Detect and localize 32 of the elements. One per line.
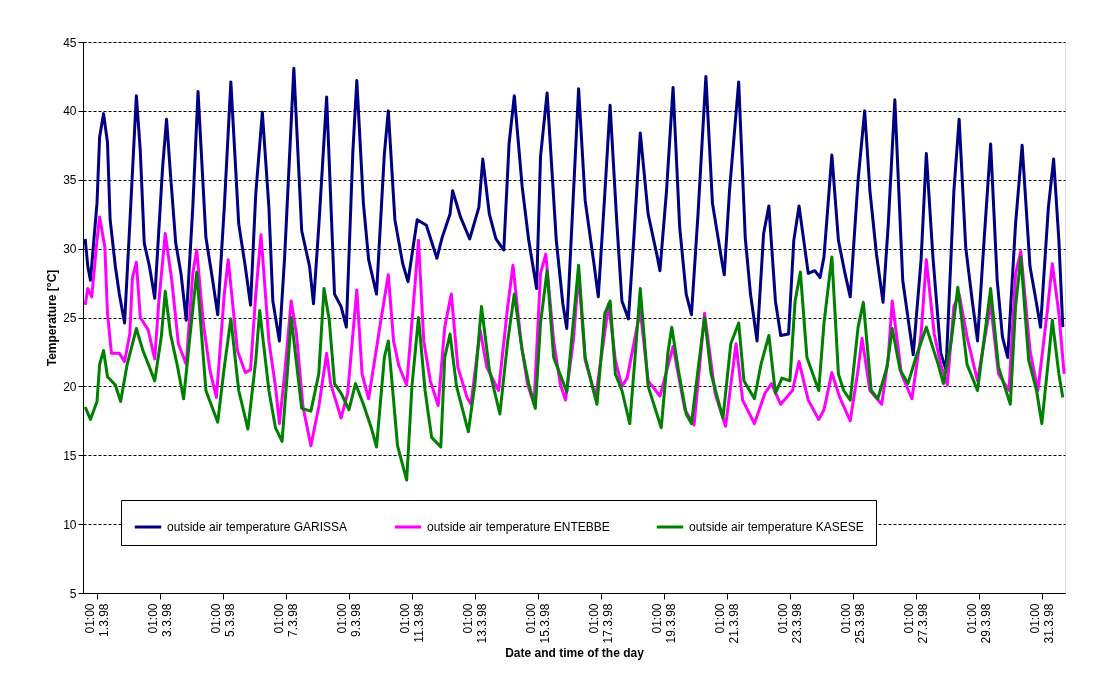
y-tick-label: 40 — [63, 104, 77, 119]
y-tick-label: 25 — [63, 311, 77, 325]
y-axis-title: Temperature [°C] — [45, 269, 60, 367]
x-tick-label: 01:00 19.3.98 — [650, 603, 679, 644]
y-tick-label: 5 — [69, 586, 77, 601]
x-tick-label: 01:00 7.3.98 — [272, 603, 301, 637]
x-tick-label: 01:00 3.3.98 — [146, 603, 175, 637]
x-tick-label: 01:00 15.3.98 — [524, 603, 553, 644]
x-tick-label: 01:00 13.3.98 — [461, 603, 490, 644]
x-tick-label: 01:00 25.3.98 — [839, 603, 868, 644]
x-tick-label: 01:00 17.3.98 — [587, 603, 616, 644]
legend-label: outside air temperature KASESE — [689, 520, 864, 534]
x-tick-label: 01:00 31.3.98 — [1028, 603, 1057, 644]
x-tick-label: 01:00 1.3.98 — [83, 603, 112, 637]
x-axis-title: Date and time of the day — [505, 645, 645, 660]
x-tick-label: 01:00 29.3.98 — [965, 603, 994, 644]
x-tick-label: 01:00 21.3.98 — [713, 603, 742, 644]
x-tick-label: 01:00 5.3.98 — [209, 603, 238, 637]
y-tick-label: 20 — [63, 379, 77, 394]
x-tick-label: 01:00 27.3.98 — [902, 603, 931, 644]
y-tick-label: 10 — [63, 517, 77, 532]
y-tick-label: 30 — [63, 242, 77, 257]
y-tick-label: 35 — [63, 173, 77, 188]
x-tick-label: 01:00 9.3.98 — [335, 603, 364, 637]
x-tick-label: 01:00 23.3.98 — [776, 603, 805, 644]
line-series — [83, 66, 1065, 372]
x-tick-label: 01:00 11.3.98 — [398, 603, 427, 643]
y-tick-label: 45 — [63, 35, 77, 50]
legend-label: outside air temperature ENTEBBE — [427, 520, 610, 534]
legend-label: outside air temperature GARISSA — [167, 520, 348, 534]
line-series — [83, 255, 1065, 482]
y-tick-label: 15 — [63, 448, 77, 463]
